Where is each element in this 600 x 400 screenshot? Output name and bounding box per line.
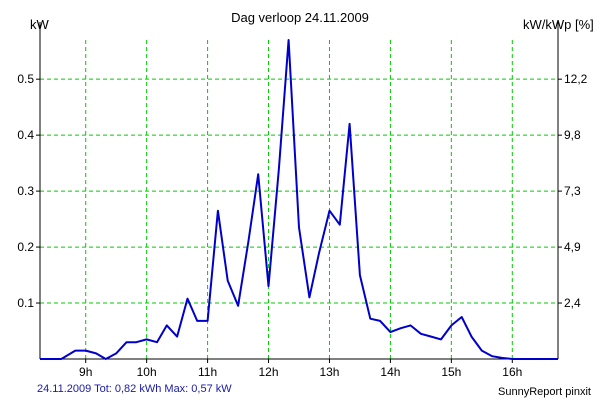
x-tick-label: 14h [380,365,400,379]
y-tick-label-right: 2,4 [564,296,581,310]
x-tick-label: 9h [79,365,92,379]
x-tick-label: 12h [259,365,279,379]
y-tick-label-left: 0.2 [17,240,34,254]
y-tick-label-right: 4,9 [564,240,581,254]
x-tick-label: 13h [319,365,339,379]
y-axis-left-label: kW [30,17,49,32]
y-tick-label-left: 0.5 [17,72,34,86]
y-tick-label-right: 7,3 [564,184,581,198]
grid [36,40,562,363]
y-tick-label-right: 9,8 [564,128,581,142]
x-tick-label: 11h [198,365,217,379]
y-tick-label-left: 0.3 [17,184,34,198]
y-tick-label-left: 0.4 [17,128,34,142]
daily-stats: 24.11.2009 Tot: 0,82 kWh Max: 0,57 kW [37,383,232,395]
axes [39,22,559,360]
tick-labels: 9h 10h 11h 12h 13h 14h 15h 16h 0.1 2,4 0.2 4,9 0.3 7,… [17,72,587,379]
x-tick-label: 15h [441,365,461,379]
x-tick-label: 10h [137,365,157,379]
y-tick-label-left: 0.1 [17,296,34,310]
credit-text: SunnyReport pinxit [498,386,591,398]
series-line-power [40,39,558,360]
chart-title: Dag verloop 24.11.2009 [231,10,369,25]
x-tick-label: 16h [502,365,522,379]
y-tick-label-right: 12,2 [564,72,588,86]
